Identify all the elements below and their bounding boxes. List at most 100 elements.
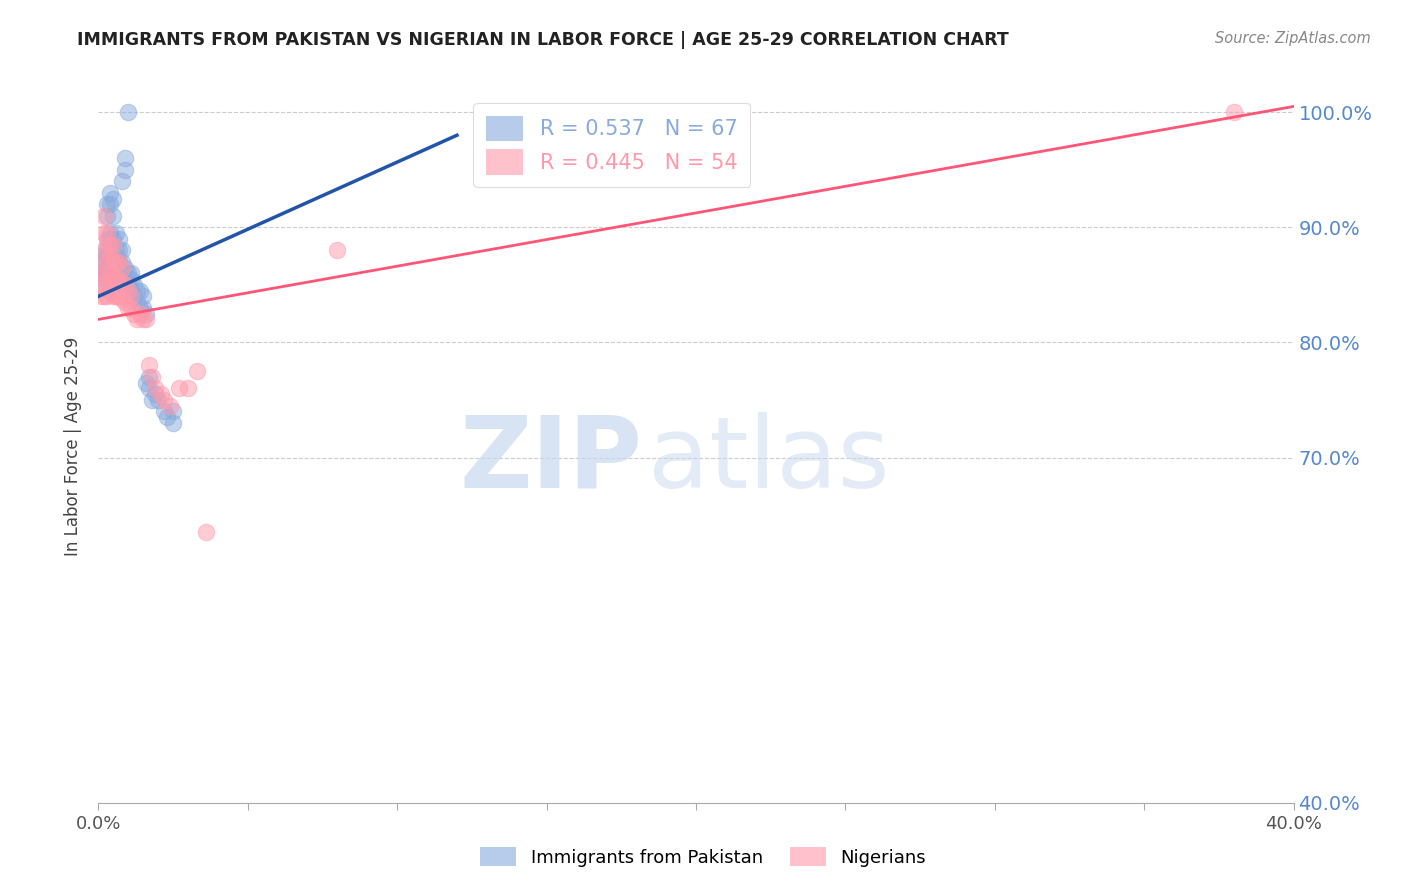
- Point: [103, 192, 125, 206]
- Point: [120, 301, 142, 315]
- Point: [96, 209, 118, 223]
- Point: [195, 525, 218, 540]
- Point: [90, 255, 112, 269]
- Point: [90, 266, 112, 280]
- Text: Source: ZipAtlas.com: Source: ZipAtlas.com: [1215, 31, 1371, 46]
- Point: [141, 392, 163, 407]
- Point: [111, 255, 134, 269]
- Point: [111, 260, 134, 275]
- Point: [105, 249, 128, 263]
- Point: [114, 277, 136, 292]
- Point: [108, 244, 131, 258]
- Text: atlas: atlas: [648, 412, 890, 508]
- Point: [105, 266, 128, 280]
- Point: [143, 387, 166, 401]
- Point: [114, 272, 136, 286]
- Point: [111, 292, 134, 306]
- Point: [93, 289, 115, 303]
- Point: [93, 209, 115, 223]
- Point: [98, 249, 122, 263]
- Point: [93, 264, 115, 278]
- Point: [105, 255, 128, 269]
- Text: ZIP: ZIP: [460, 412, 643, 508]
- Point: [98, 249, 122, 263]
- Point: [117, 105, 139, 120]
- Point: [108, 289, 131, 303]
- Point: [120, 272, 142, 286]
- Point: [156, 410, 179, 425]
- Point: [120, 284, 142, 298]
- Point: [108, 272, 131, 286]
- Point: [105, 244, 128, 258]
- Point: [93, 255, 115, 269]
- Point: [177, 381, 200, 395]
- Point: [135, 307, 157, 321]
- Legend: Immigrants from Pakistan, Nigerians: Immigrants from Pakistan, Nigerians: [472, 840, 934, 874]
- Point: [105, 289, 128, 303]
- Point: [120, 266, 142, 280]
- Point: [111, 244, 134, 258]
- Point: [98, 266, 122, 280]
- Point: [111, 266, 134, 280]
- Point: [162, 404, 184, 418]
- Point: [150, 387, 173, 401]
- Point: [114, 151, 136, 165]
- Point: [111, 277, 134, 292]
- Point: [108, 272, 131, 286]
- Point: [143, 381, 166, 395]
- Point: [103, 272, 125, 286]
- Point: [96, 237, 118, 252]
- Point: [132, 289, 155, 303]
- Point: [153, 392, 176, 407]
- Point: [98, 232, 122, 246]
- Point: [103, 237, 125, 252]
- Point: [117, 301, 139, 315]
- Point: [117, 289, 139, 303]
- Point: [93, 226, 115, 240]
- Point: [138, 370, 160, 384]
- Point: [124, 307, 146, 321]
- Point: [90, 249, 112, 263]
- Point: [114, 295, 136, 310]
- Point: [111, 174, 134, 188]
- Point: [135, 376, 157, 390]
- Point: [96, 264, 118, 278]
- Point: [114, 162, 136, 177]
- Point: [132, 312, 155, 326]
- Point: [98, 226, 122, 240]
- Point: [141, 370, 163, 384]
- Point: [96, 197, 118, 211]
- Point: [326, 244, 349, 258]
- Point: [120, 289, 142, 303]
- Point: [103, 232, 125, 246]
- Legend: R = 0.537   N = 67, R = 0.445   N = 54: R = 0.537 N = 67, R = 0.445 N = 54: [474, 103, 751, 187]
- Point: [167, 381, 190, 395]
- Point: [96, 226, 118, 240]
- Point: [153, 404, 176, 418]
- Point: [90, 281, 112, 295]
- Point: [103, 209, 125, 223]
- Point: [93, 277, 115, 292]
- Point: [108, 255, 131, 269]
- Point: [96, 232, 118, 246]
- Point: [105, 272, 128, 286]
- Point: [93, 266, 115, 280]
- Point: [127, 312, 149, 326]
- Point: [93, 244, 115, 258]
- Point: [103, 272, 125, 286]
- Point: [124, 277, 146, 292]
- Point: [105, 226, 128, 240]
- Point: [127, 295, 149, 310]
- Point: [111, 276, 134, 290]
- Point: [96, 289, 118, 303]
- Point: [129, 307, 152, 321]
- Point: [124, 289, 146, 303]
- Point: [98, 186, 122, 200]
- Point: [117, 284, 139, 298]
- Point: [98, 197, 122, 211]
- Text: IMMIGRANTS FROM PAKISTAN VS NIGERIAN IN LABOR FORCE | AGE 25-29 CORRELATION CHAR: IMMIGRANTS FROM PAKISTAN VS NIGERIAN IN …: [77, 31, 1010, 49]
- Point: [93, 245, 115, 260]
- Point: [127, 284, 149, 298]
- Point: [108, 255, 131, 269]
- Point: [96, 272, 118, 286]
